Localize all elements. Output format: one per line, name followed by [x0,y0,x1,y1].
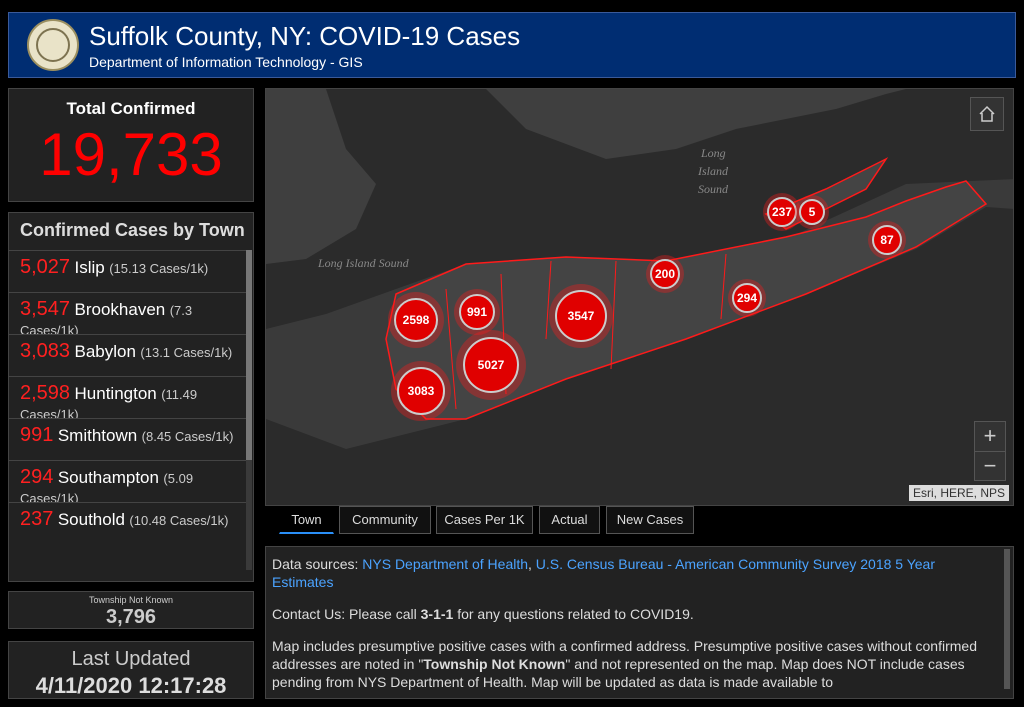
map-attribution[interactable]: Esri, HERE, NPS [908,485,1009,501]
cluster-marker[interactable]: 87 [868,221,906,259]
town-name: Huntington [74,384,157,403]
town-name: Smithtown [57,426,138,445]
map-note-bold: Township Not Known [423,656,566,672]
town-name: Babylon [74,342,136,361]
last-updated-label: Last Updated [71,648,191,670]
total-confirmed-label: Total Confirmed [66,99,196,118]
page-title: Suffolk County, NY: COVID-19 Cases [89,21,521,51]
town-rate: (13.1 Cases/1k) [140,345,233,360]
township-unknown-value: 3,796 [105,606,157,628]
water-label-sound: Sound [698,182,729,196]
town-count: 3,083 [20,340,71,362]
last-updated-value: 4/11/2020 12:17:28 [35,673,227,698]
town-item-huntington[interactable]: 2,598 Huntington (11.49 Cases/1k) [9,376,246,418]
cluster-label: 5 [809,205,816,219]
zoom-control: + − [974,421,1006,481]
town-rate: (8.45 Cases/1k) [141,429,234,444]
cluster-marker[interactable]: 5027 [456,330,526,400]
cluster-marker[interactable]: 3547 [549,284,613,348]
cluster-marker[interactable]: 991 [454,289,500,335]
cases-by-town-panel: Confirmed Cases by Town 5,027 Islip (15.… [8,212,254,582]
water-label-island: Island [697,164,729,178]
tab-cases-per-1k[interactable]: Cases Per 1K [436,506,533,534]
cluster-marker[interactable]: 2598 [388,292,444,348]
cluster-marker[interactable]: 3083 [391,361,451,421]
nys-doh-link[interactable]: NYS Department of Health [362,556,529,572]
source-separator: , [528,556,536,572]
town-count: 991 [20,424,54,446]
map-note-part-1: Map includes presumptive positive cases … [272,638,977,672]
map-canvas[interactable]: Long Island Sound Long Island Sound 2598… [266,89,1014,506]
cluster-label: 2598 [403,313,430,327]
county-seal-icon [27,19,79,71]
last-updated-panel: Last Updated 4/11/2020 12:17:28 [8,641,254,699]
town-name: Southold [57,510,125,529]
data-sources-prefix: Data sources: [272,556,363,572]
town-rate: (11.49 Cases/1k) [20,387,198,418]
town-rate: (10.48 Cases/1k) [129,513,229,528]
cases-by-town-title: Confirmed Cases by Town [20,220,245,240]
town-count: 294 [20,466,54,488]
cluster-label: 200 [655,267,675,281]
town-name: Southampton [57,468,159,487]
town-item-smithtown[interactable]: 991 Smithtown (8.45 Cases/1k) [9,418,246,460]
map-note-text: Map includes presumptive positive cases … [272,637,983,691]
total-confirmed-value: 19,733 [39,121,223,188]
town-rate: (15.13 Cases/1k) [109,261,209,276]
page-subtitle: Department of Information Technology - G… [89,54,363,70]
cluster-marker[interactable]: 200 [646,255,684,293]
cluster-label: 3083 [408,384,435,398]
town-item-islip[interactable]: 5,027 Islip (15.13 Cases/1k) [9,250,246,292]
cluster-marker[interactable]: 294 [728,279,766,317]
water-label-long-island-sound: Long Island Sound [317,256,410,270]
contact-prefix: Contact Us: Please call [272,606,421,622]
town-rate: (7.3 Cases/1k) [20,303,193,334]
info-scrollbar[interactable] [1004,549,1010,689]
zoom-out-button[interactable]: − [983,453,997,478]
cluster-marker[interactable]: 237 [763,193,801,231]
town-item-southold[interactable]: 237 Southold (10.48 Cases/1k) [9,502,246,544]
cluster-label: 3547 [568,309,595,323]
cluster-label: 294 [737,291,757,305]
home-button[interactable] [970,97,1004,131]
town-rate: (5.09 Cases/1k) [20,471,194,502]
map-note-part-2: " and not represented on the map. Map do… [272,656,965,690]
info-panel: Data sources: NYS Department of Health, … [265,546,1014,699]
town-list: 5,027 Islip (15.13 Cases/1k) 3,547 Brook… [9,250,246,544]
cluster-marker[interactable]: 5 [795,195,829,229]
contact-number: 3-1-1 [420,606,454,622]
town-name: Brookhaven [74,300,166,319]
home-icon [979,105,995,122]
data-sources-text: Data sources: NYS Department of Health, … [272,555,983,591]
contact-text: Contact Us: Please call 3-1-1 for any qu… [272,605,983,623]
town-count: 2,598 [20,382,71,404]
town-list-scroll-thumb[interactable] [246,250,252,460]
town-name: Islip [74,258,105,277]
tab-new-cases[interactable]: New Cases [606,506,694,534]
town-count: 237 [20,508,54,530]
total-confirmed-panel: Total Confirmed 19,733 [8,88,254,202]
town-count: 3,547 [20,298,71,320]
census-acs-link[interactable]: U.S. Census Bureau - American Community … [272,556,935,590]
cluster-label: 237 [772,205,792,219]
tab-actual[interactable]: Actual [539,506,600,534]
town-item-babylon[interactable]: 3,083 Babylon (13.1 Cases/1k) [9,334,246,376]
water-label-long: Long [700,146,726,160]
tab-town[interactable]: Town [279,506,334,534]
tab-community[interactable]: Community [339,506,431,534]
township-unknown-panel: Township Not Known 3,796 [8,591,254,629]
map-view[interactable]: Long Island Sound Long Island Sound 2598… [265,88,1014,506]
town-count: 5,027 [20,256,71,278]
contact-suffix: for any questions related to COVID19. [453,606,694,622]
town-item-southampton[interactable]: 294 Southampton (5.09 Cases/1k) [9,460,246,502]
zoom-in-button[interactable]: + [975,422,1005,452]
township-unknown-label: Township Not Known [88,595,174,605]
cluster-label: 87 [880,233,894,247]
town-item-brookhaven[interactable]: 3,547 Brookhaven (7.3 Cases/1k) [9,292,246,334]
app-header: Suffolk County, NY: COVID-19 Cases Depar… [8,12,1016,78]
cluster-label: 991 [467,305,487,319]
cluster-label: 5027 [478,358,505,372]
